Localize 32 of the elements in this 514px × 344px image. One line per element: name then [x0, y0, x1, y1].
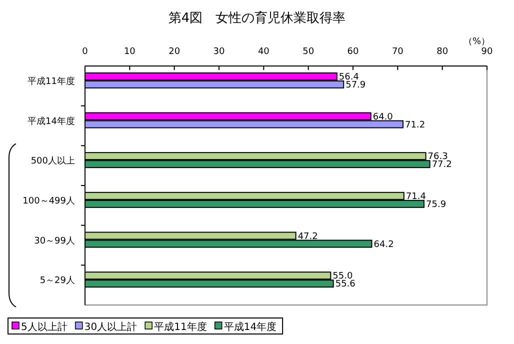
- data-label: 71.2: [405, 120, 426, 130]
- x-tick-label: 30: [213, 47, 225, 57]
- y-tick-label: 平成11年度: [28, 76, 75, 87]
- x-tick-label: 90: [481, 47, 493, 57]
- data-label: 64.0: [372, 112, 394, 122]
- data-label: 47.2: [298, 232, 318, 242]
- y-tick-label: 平成14年度: [28, 116, 75, 127]
- x-tick-label: 40: [258, 47, 270, 57]
- legend-label: 30人以上計: [84, 321, 138, 333]
- y-tick-label: 500人以上: [30, 156, 75, 167]
- data-label: 77.2: [432, 160, 452, 170]
- data-label: 75.9: [426, 200, 446, 210]
- y-tick-label: 100～499人: [22, 195, 75, 206]
- x-tick-label: 60: [347, 47, 359, 57]
- data-label: 55.6: [335, 280, 356, 290]
- text: （%）: [463, 37, 490, 47]
- data-label: 56.4: [338, 72, 360, 82]
- x-tick-label: 0: [82, 47, 88, 57]
- legend-label: 5人以上計: [21, 321, 68, 333]
- y-tick-label: 30～99人: [34, 235, 75, 246]
- y-tick-label: 5～29人: [40, 275, 75, 286]
- data-label: 57.9: [346, 80, 366, 90]
- chart-title: 第4図 女性の育児休業取得率: [168, 10, 346, 26]
- x-tick-label: 10: [124, 47, 136, 57]
- x-tick-label: 80: [436, 47, 448, 57]
- legend-label: 平成11年度: [154, 321, 207, 333]
- x-tick-label: 70: [392, 47, 404, 57]
- x-tick-label: 20: [168, 47, 180, 57]
- legend-label: 平成14年度: [224, 321, 277, 333]
- x-tick-label: 50: [302, 47, 314, 57]
- data-label: 64.2: [374, 240, 394, 250]
- data-label: 71.4: [406, 192, 426, 202]
